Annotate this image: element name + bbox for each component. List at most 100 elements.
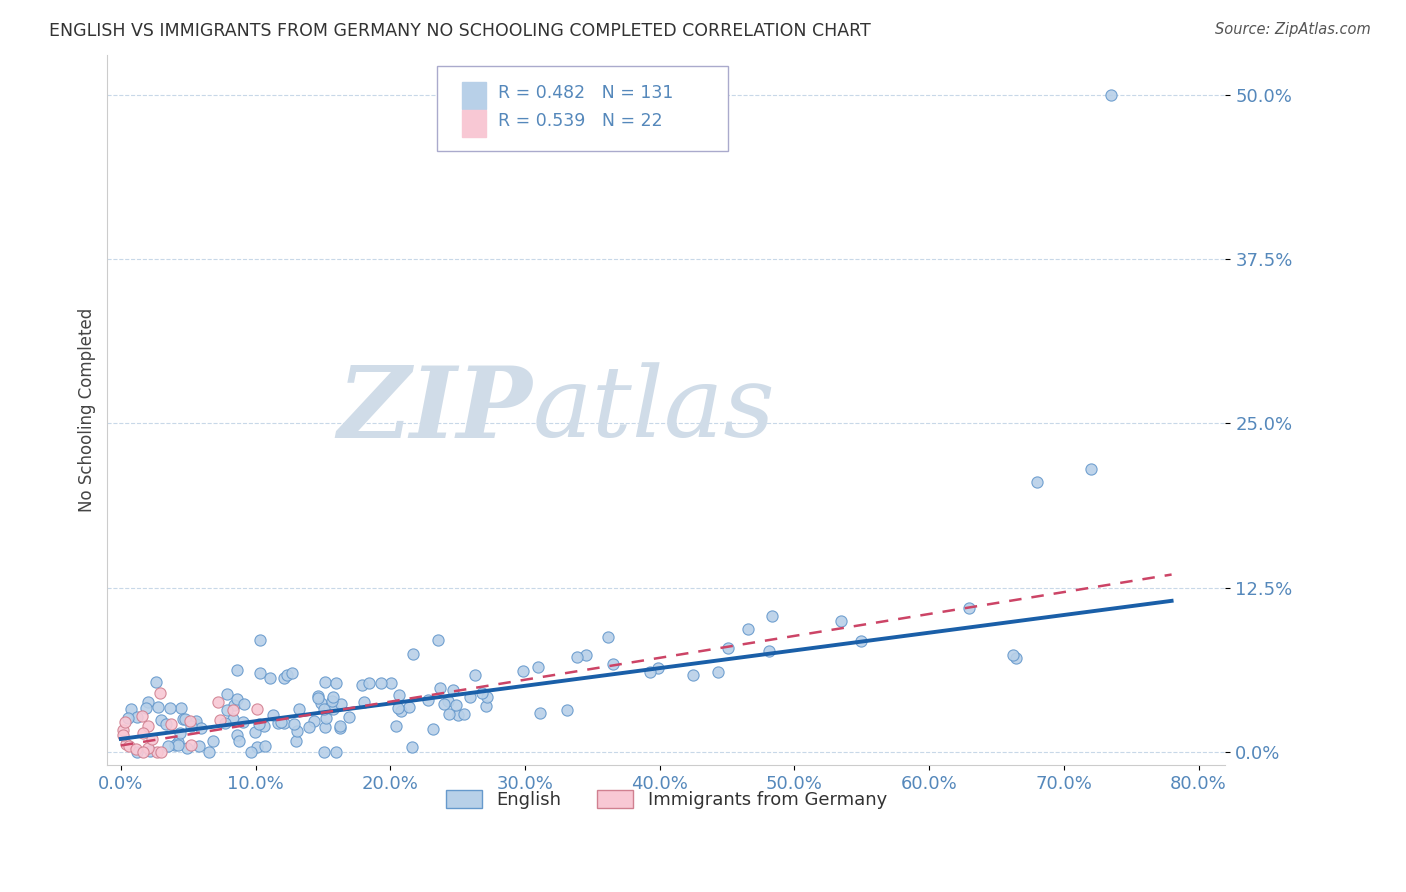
Point [555,703,578,717]
Point [565,649,588,664]
Point [276,667,298,681]
Point [215,687,238,701]
Point [1001,648,1024,662]
Text: atlas: atlas [533,362,775,458]
Point [1025,475,1047,490]
Point [429,681,451,695]
Point [179,714,201,728]
Point [127,710,149,724]
Point [325,676,347,690]
Point [388,688,411,702]
Point [217,703,239,717]
Point [232,714,254,729]
Bar [461,81,486,109]
Point [136,718,159,732]
Text: R = 0.482   N = 131: R = 0.482 N = 131 [498,84,673,102]
Point [174,712,197,726]
Point [287,702,309,716]
Point [253,719,276,733]
Point [315,711,337,725]
Point [149,686,172,700]
Point [717,641,740,656]
Point [737,622,759,636]
Point [447,707,470,722]
Point [180,719,202,733]
Point [224,698,246,712]
Point [249,633,271,648]
Point [453,707,475,722]
Point [165,739,187,753]
Point [322,702,344,716]
Point [1080,462,1102,476]
Point [437,694,460,708]
Point [602,657,624,671]
Point [444,698,467,713]
Point [330,697,353,711]
Point [474,698,496,713]
Point [146,745,169,759]
Point [125,742,148,756]
Point [259,671,281,685]
Point [527,659,550,673]
Point [159,700,181,714]
Point [233,697,256,711]
Point [114,714,136,729]
Point [114,737,136,751]
Point [249,666,271,681]
Point [118,739,141,753]
Point [246,740,269,755]
Point [707,665,730,679]
Point [245,725,267,739]
Point [139,743,162,757]
FancyBboxPatch shape [437,66,728,151]
Y-axis label: No Schooling Completed: No Schooling Completed [79,308,96,512]
Point [136,741,159,756]
Point [337,709,360,723]
Point [307,689,329,703]
Point [387,701,409,715]
Point [201,734,224,748]
Point [682,667,704,681]
Point [253,739,276,753]
Point [314,720,336,734]
Point [120,702,142,716]
Point [273,671,295,685]
Point [647,661,669,675]
Point [157,739,180,753]
Point [169,725,191,739]
Point [512,664,534,678]
Point [441,682,464,697]
Point [127,745,149,759]
Point [167,735,190,749]
Point [184,716,207,731]
Point [146,699,169,714]
Point [312,702,335,716]
Point [262,707,284,722]
Point [117,711,139,725]
Point [198,745,221,759]
Point [246,702,269,716]
Point [352,678,374,692]
Point [222,712,245,726]
Point [285,724,308,739]
Point [176,741,198,756]
Point [307,691,329,706]
Point [136,695,159,709]
Text: ZIP: ZIP [337,362,533,458]
Point [209,713,232,727]
Point [214,716,236,731]
Point [957,601,980,615]
Point [159,717,181,731]
Point [190,721,212,735]
Text: R = 0.539   N = 22: R = 0.539 N = 22 [498,112,662,130]
Point [149,745,172,759]
Point [167,738,190,752]
Point [188,739,211,753]
Point [309,696,332,710]
Point [830,615,852,629]
Point [170,701,193,715]
Point [180,739,202,753]
Point [437,707,460,722]
Point [184,714,207,729]
Point [226,728,249,742]
